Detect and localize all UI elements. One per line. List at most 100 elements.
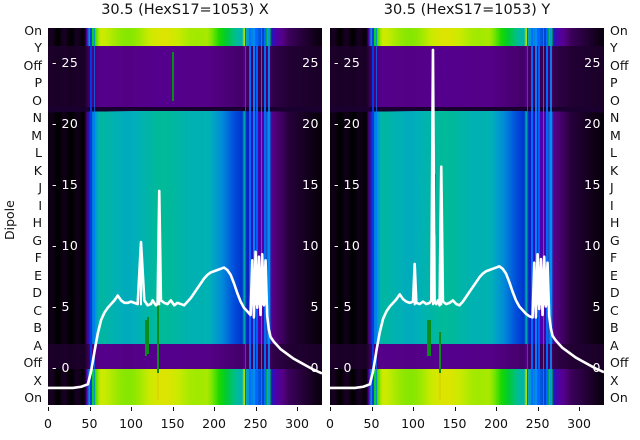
y-tick-outer-right: M (610, 127, 621, 143)
y-tick-inner: - 20 (334, 116, 361, 132)
x-tick-mark (330, 407, 331, 411)
x-tick-label: 0 (326, 416, 334, 431)
y-tick-inner: - 25 (52, 55, 79, 71)
y-tick-inner: 25 (584, 55, 601, 71)
heatmap-y: - 25 25 - 20 20 - 15 15 - 10 10 - 5 5 - 0 0 (330, 28, 604, 405)
trace-line (330, 48, 604, 390)
dropout-mark (147, 317, 150, 354)
y-tick-outer-right: K (610, 162, 619, 178)
x-tick-mark (413, 407, 415, 411)
trace-line (48, 189, 322, 390)
y-tick-inner: - 10 (52, 237, 79, 253)
y-tick-inner: - 5 (52, 298, 70, 314)
y-tick-outer-right: On (610, 390, 628, 405)
y-tick-outer-left: F (34, 250, 42, 266)
band-gradient (330, 46, 604, 108)
x-tick-label: 250 (243, 416, 268, 431)
y-tick-inner: 0 (592, 359, 601, 375)
y-tick-outer-left: K (33, 162, 42, 178)
dropout-mark (157, 259, 160, 381)
y-tick-outer-right: Y (610, 40, 618, 56)
x-tick-mark (579, 407, 581, 411)
band-shoulder-mask (48, 107, 322, 117)
y-tick-outer-left: M (31, 127, 42, 143)
x-tick-label: 150 (442, 416, 467, 431)
y-tick-outer-right: C (610, 302, 619, 318)
x-tick-label: 150 (160, 416, 185, 431)
x-tick-label: 200 (484, 416, 508, 431)
y-tick-outer-right: J (610, 180, 614, 196)
x-tick-mark (48, 407, 49, 411)
x-tick-mark (371, 407, 373, 411)
x-tick-mark (131, 407, 133, 411)
y-tick-outer-right: On (610, 23, 628, 38)
band-shoulder-mask (330, 107, 604, 117)
band-gradient (330, 368, 604, 405)
dropout-mark (426, 319, 429, 357)
y-tick-outer-left: E (34, 267, 42, 283)
x-tick-mark (537, 407, 539, 411)
x-axis-y: 0 50 100 150 200 250 300 (326, 407, 604, 433)
y-tick-outer-left: L (35, 145, 42, 161)
y-tick-outer-left: I (38, 197, 42, 213)
y-tick-outer-left: Off (23, 57, 42, 73)
y-tick-outer-right: X (610, 372, 619, 388)
y-tick-outer-right: L (610, 145, 617, 161)
y-tick-outer-right: I (610, 197, 614, 213)
x-tick-label: 250 (525, 416, 550, 431)
y-tick-inner: - 15 (52, 177, 79, 193)
heatmap-band (330, 368, 604, 405)
y-tick-outer-left: H (32, 215, 42, 231)
y-tick-outer-left: On (24, 23, 42, 38)
dropout-mark (171, 52, 174, 101)
y-tick-outer-right: P (610, 75, 618, 91)
y-tick-outer-left: On (24, 390, 42, 405)
y-tick-outer-right: E (610, 267, 618, 283)
x-tick-label: 50 (81, 416, 98, 431)
y-tick-inner: - 0 (334, 359, 352, 375)
y-tick-outer-right: B (610, 320, 619, 336)
y-tick-outer-right: O (610, 92, 620, 108)
y-tick-outer-left: Off (23, 355, 42, 371)
x-tick-label: 200 (202, 416, 226, 431)
profile-trace-x (48, 189, 322, 390)
x-tick-label: 300 (567, 416, 592, 431)
y-tick-inner: - 25 (334, 55, 361, 71)
x-tick-label: 300 (285, 416, 310, 431)
x-tick-label: 0 (44, 416, 52, 431)
y-tick-inner: - 10 (334, 237, 361, 253)
y-tick-inner: 15 (302, 177, 319, 193)
y-tick-inner: 20 (302, 116, 319, 132)
y-tick-inner: - 0 (52, 359, 70, 375)
y-tick-inner: 0 (310, 359, 319, 375)
y-tick-inner: 5 (310, 298, 319, 314)
x-tick-mark (454, 407, 456, 411)
x-tick-label: 100 (119, 416, 143, 431)
heatmap-band (48, 368, 322, 405)
y-tick-outer-left: D (32, 285, 42, 301)
y-tick-inner: 10 (584, 237, 601, 253)
band-gradient (48, 46, 322, 108)
y-tick-outer-left: A (33, 337, 42, 353)
y-tick-outer-right: Off (610, 355, 629, 371)
x-tick-mark (255, 407, 257, 411)
y-tick-outer-left: P (34, 75, 42, 91)
dropout-mark (429, 319, 432, 357)
y-tick-outer-right: G (610, 232, 620, 248)
band-gradient (330, 107, 604, 345)
x-tick-mark (214, 407, 216, 411)
y-tick-outer-right: A (610, 337, 619, 353)
y-tick-outer-right: Off (610, 57, 629, 73)
x-tick-mark (89, 407, 91, 411)
y-tick-inner: 5 (592, 298, 601, 314)
y-tick-inner: 15 (584, 177, 601, 193)
dropout-mark-yellow (439, 373, 442, 401)
x-tick-label: 50 (363, 416, 380, 431)
x-tick-label: 100 (401, 416, 425, 431)
y-tick-outer-right: N (610, 110, 620, 126)
y-tick-outer-left: B (33, 320, 42, 336)
y-tick-outer-left: G (32, 232, 42, 248)
